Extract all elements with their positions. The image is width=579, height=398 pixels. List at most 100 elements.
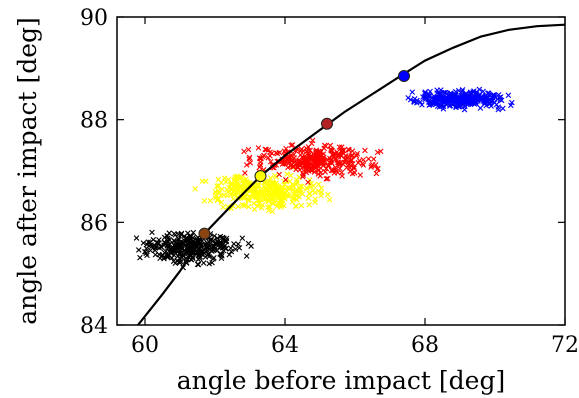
scatter-point — [360, 162, 367, 168]
scatter-point — [233, 179, 240, 185]
y-axis-label: angle after impact [deg] — [13, 17, 42, 325]
scatter-point — [135, 247, 142, 253]
scatter-point — [192, 186, 198, 192]
scatter-point — [467, 94, 473, 100]
scatter-point — [305, 168, 312, 174]
scatter-point — [231, 177, 237, 184]
scatter-point — [300, 172, 307, 178]
scatter-point — [197, 247, 204, 254]
scatter-point — [290, 195, 296, 202]
scatter-point — [320, 154, 327, 160]
scatter-point — [235, 241, 241, 247]
scatter-point — [306, 190, 313, 197]
scatter-point — [246, 154, 253, 161]
scatter-point — [486, 90, 492, 97]
scatter-point — [151, 242, 158, 249]
scatter-point — [500, 105, 506, 112]
scatter-point — [273, 192, 280, 198]
scatter-point — [334, 149, 340, 155]
plot-frame — [116, 16, 566, 326]
scatter-point — [184, 230, 191, 236]
scatter-point — [441, 89, 447, 96]
scatter-point — [172, 260, 179, 267]
x-tick-label: 72 — [551, 333, 579, 358]
scatter-point — [169, 255, 175, 261]
scatter-point — [294, 163, 301, 170]
scatter-point — [294, 193, 300, 199]
scatter-point — [227, 245, 234, 251]
scatter-point — [255, 190, 262, 197]
scatter-point — [305, 179, 311, 186]
scatter-point — [451, 98, 458, 104]
scatter-point — [156, 240, 162, 246]
scatter-point — [251, 200, 257, 207]
scatter-point — [166, 230, 173, 236]
scatter-point — [265, 154, 272, 161]
scatter-point — [340, 161, 347, 168]
scatter-point — [298, 183, 305, 190]
scatter-point — [247, 160, 254, 166]
scatter-point — [343, 153, 349, 159]
scatter-point — [434, 90, 440, 96]
scatter-point — [214, 183, 220, 189]
scatter-point — [245, 146, 252, 153]
scatter-point — [473, 96, 480, 102]
scatter-point — [185, 246, 191, 253]
x-tick-label: 60 — [131, 333, 159, 358]
scatter-point — [177, 256, 184, 262]
scatter-point — [215, 187, 222, 194]
scatter-point — [172, 242, 178, 249]
scatter-point — [409, 89, 416, 95]
scatter-point — [282, 186, 288, 192]
scatter-point — [347, 168, 353, 175]
scatter-point — [313, 162, 319, 169]
scatter-point — [321, 142, 328, 149]
highlight-point — [321, 117, 333, 130]
scatter-point — [328, 146, 334, 152]
y-tick-label: 90 — [80, 6, 108, 31]
scatter-point — [450, 97, 457, 104]
scatter-point — [426, 92, 432, 99]
scatter-point — [293, 188, 299, 195]
scatter-point — [448, 91, 454, 98]
scatter-point — [149, 229, 155, 236]
scatter-point — [328, 147, 335, 154]
scatter-point — [320, 162, 327, 169]
scatter-point — [172, 232, 179, 238]
scatter-point — [218, 199, 225, 206]
scatter-point — [300, 170, 306, 177]
scatter-point — [282, 160, 288, 167]
scatter-point — [495, 104, 502, 110]
scatter-point — [461, 106, 468, 113]
highlight-point — [254, 170, 267, 183]
scatter-point — [312, 189, 318, 196]
scatter-point — [419, 102, 425, 108]
scatter-point — [256, 155, 263, 161]
scatter-point — [505, 92, 512, 99]
scatter-point — [157, 255, 163, 262]
scatter-point — [324, 175, 331, 182]
scatter-point — [201, 198, 208, 204]
scatter-point — [221, 192, 227, 198]
scatter-point — [267, 175, 274, 181]
scatter-point — [165, 242, 172, 248]
scatter-point — [315, 181, 322, 188]
scatter-point — [255, 181, 261, 188]
scatter-point — [374, 149, 381, 156]
scatter-point — [299, 191, 306, 197]
scatter-point — [219, 186, 225, 192]
scatter-point — [322, 169, 329, 175]
scatter-point — [495, 106, 502, 113]
scatter-point — [297, 187, 304, 193]
scatter-point — [279, 201, 286, 208]
scatter-point — [239, 235, 246, 241]
scatter-point — [453, 104, 459, 111]
scatter-point — [452, 93, 459, 99]
scatter-point — [478, 96, 485, 102]
scatter-point — [220, 204, 226, 211]
scatter-point — [288, 185, 295, 191]
scatter-point — [211, 255, 217, 261]
scatter-point — [231, 241, 237, 247]
scatter-point — [266, 188, 273, 194]
scatter-point — [142, 248, 148, 255]
